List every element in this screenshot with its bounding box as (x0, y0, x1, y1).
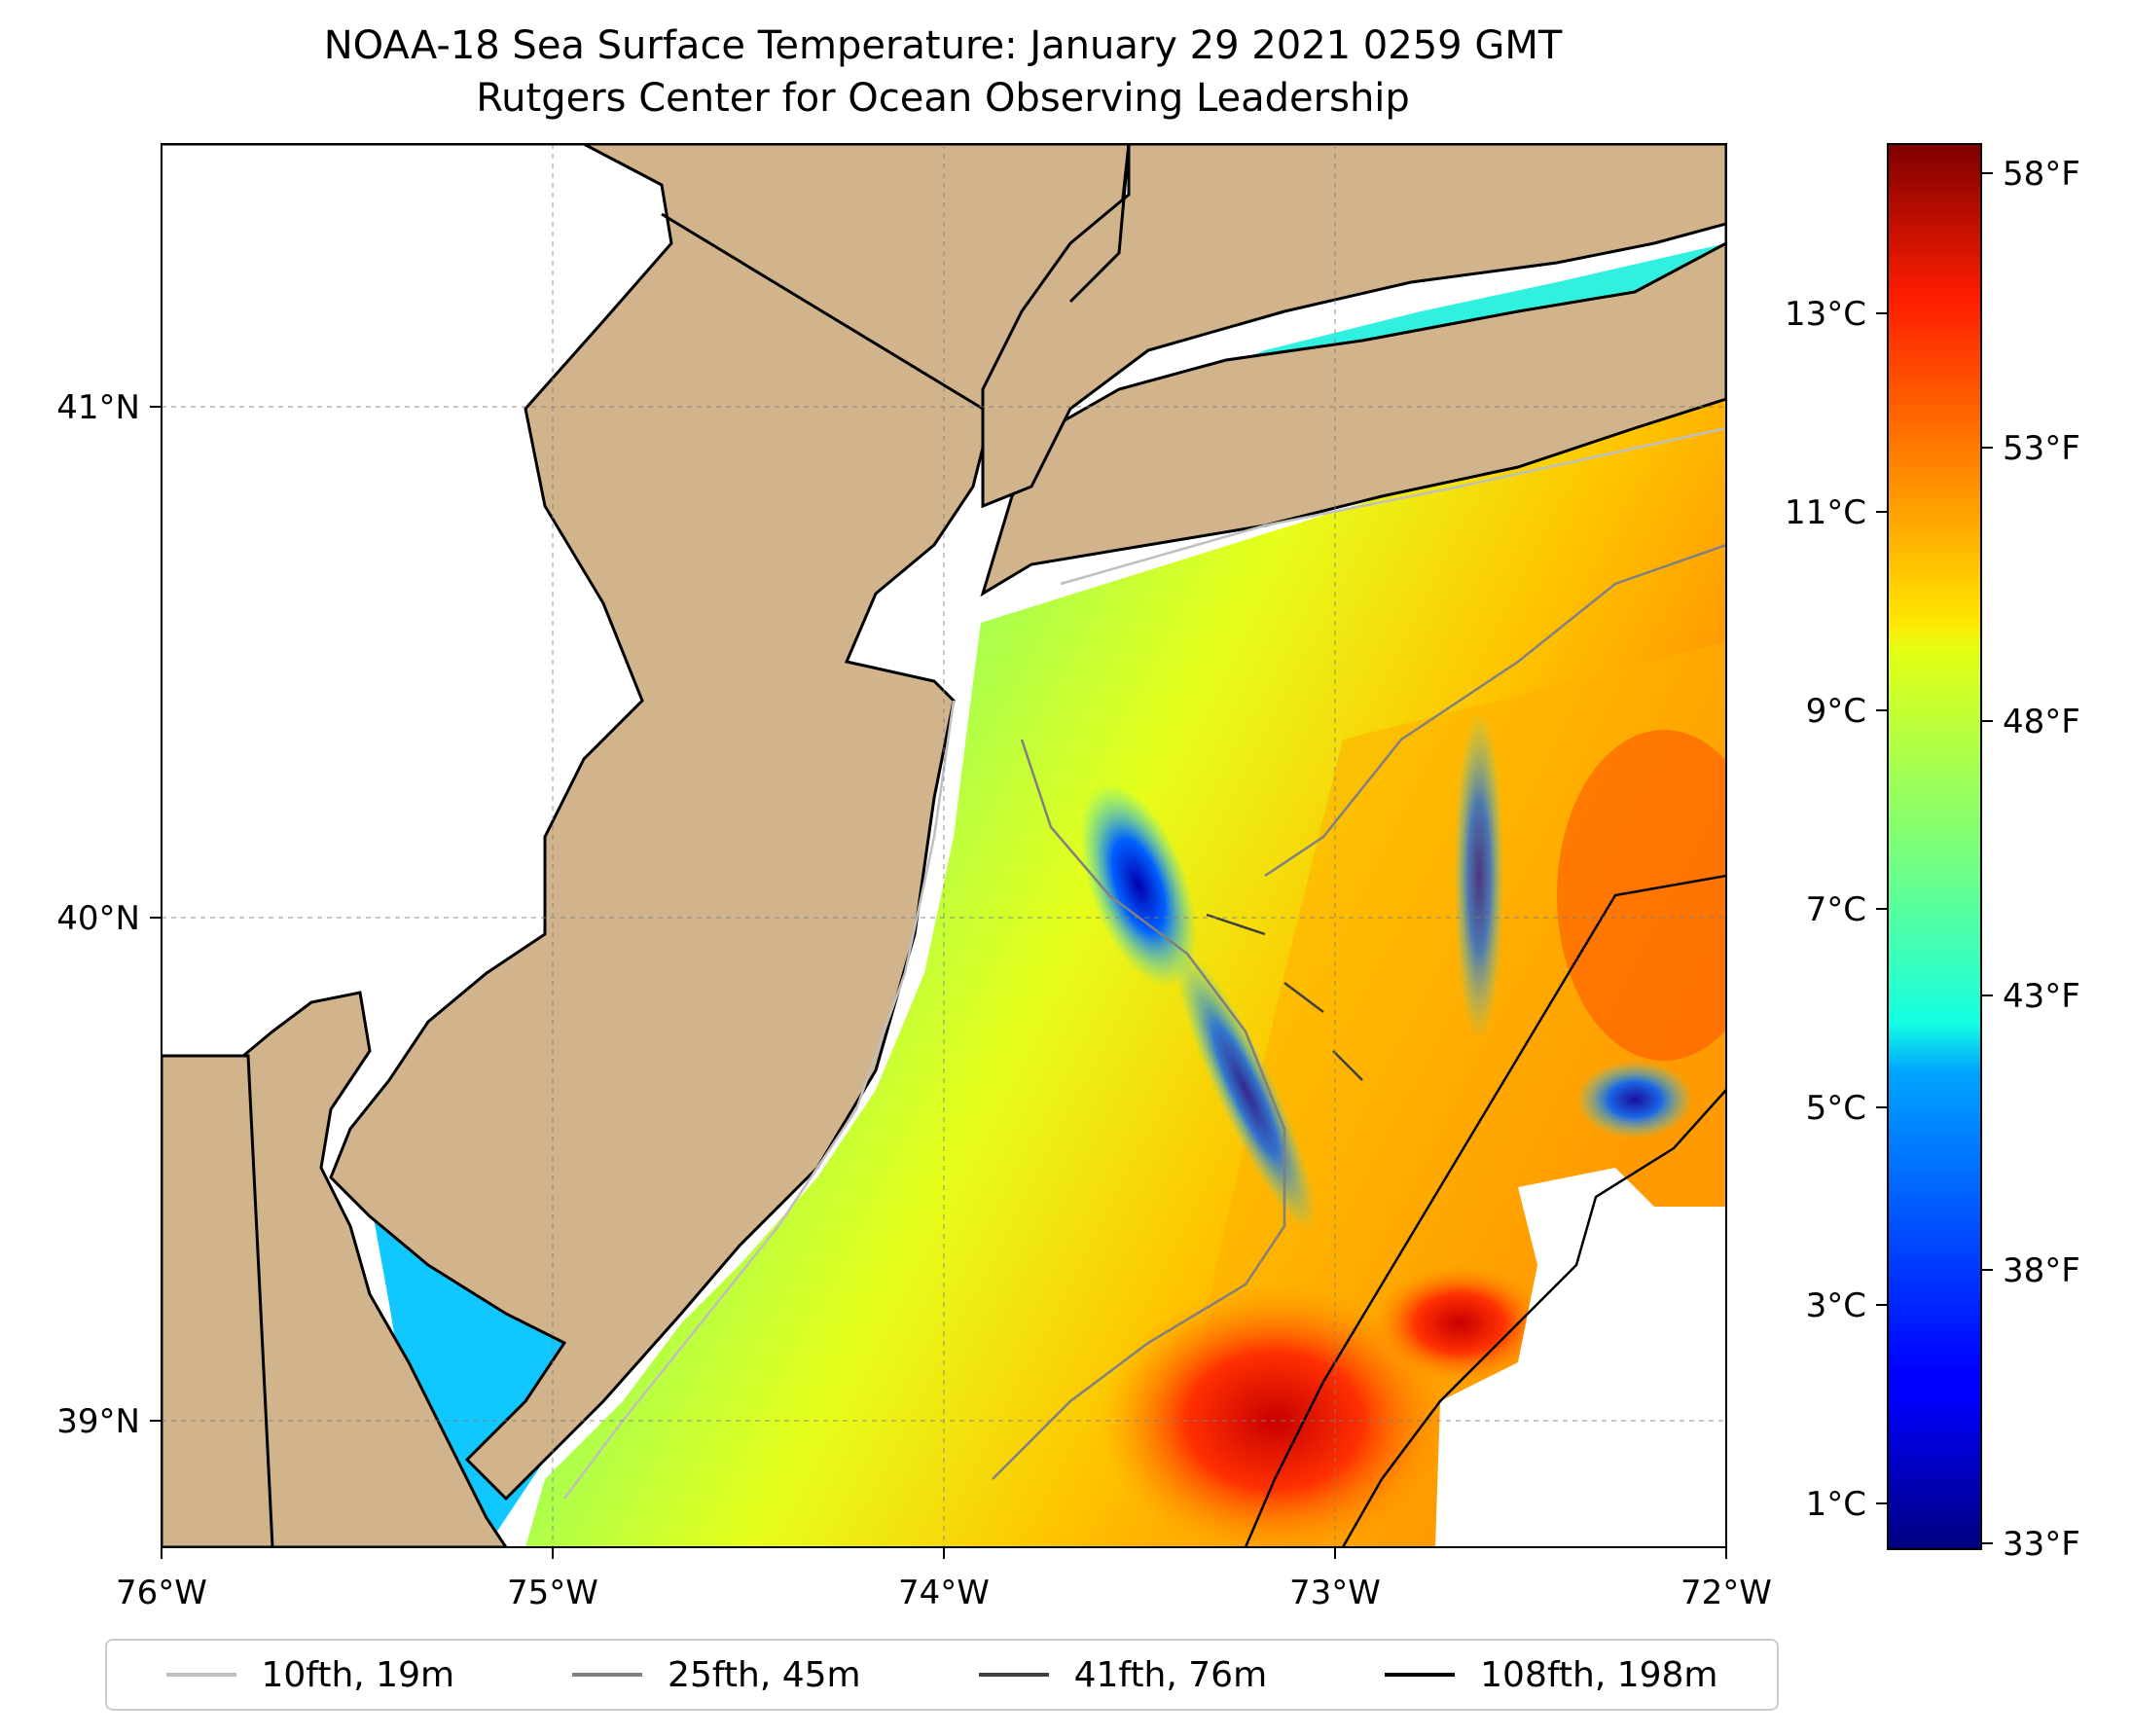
sst-hot-spot (1100, 1284, 1450, 1547)
colorbar (1887, 143, 1982, 1550)
legend-line-swatch (572, 1673, 643, 1677)
celsius-tick-label: 9°C (1806, 692, 1866, 731)
lon-tick-label: 73°W (1289, 1573, 1381, 1612)
celsius-tick-label: 1°C (1806, 1485, 1866, 1524)
legend-entry: 25fth, 45m (572, 1655, 861, 1695)
lon-axis (161, 1547, 1727, 1559)
sst-cold-filament (1174, 948, 1317, 1232)
sst-cold-filament (1454, 710, 1504, 1041)
legend-line-swatch (1385, 1673, 1456, 1677)
isobath-legend: 10fth, 19m 25fth, 45m 41fth, 76m 108fth,… (105, 1639, 1779, 1711)
lon-tick-label: 76°W (116, 1573, 207, 1612)
isobath-108fth (1244, 874, 1726, 1547)
isobath-10fth (563, 426, 1726, 1500)
chart-title: NOAA-18 Sea Surface Temperature: January… (0, 19, 1886, 125)
title-line-2: Rutgers Center for Ocean Observing Leade… (476, 76, 1410, 121)
land-long-island (980, 144, 1726, 597)
lon-tick-label: 75°W (507, 1573, 598, 1612)
legend-label: 41fth, 76m (1073, 1654, 1268, 1695)
sst-cold-filament (1576, 1061, 1693, 1139)
gridlines (162, 144, 1726, 1547)
lat-tick-label: 40°N (56, 899, 140, 938)
fahrenheit-tick-label: 53°F (2003, 429, 2080, 468)
colorbar-celsius-axis (1876, 312, 1888, 1504)
celsius-tick-label: 5°C (1806, 1089, 1866, 1128)
fahrenheit-tick-label: 38°F (2003, 1251, 2080, 1290)
lat-axis (150, 406, 162, 1422)
legend-entry: 10fth, 19m (165, 1654, 455, 1695)
title-line-1: NOAA-18 Sea Surface Temperature: January… (323, 23, 1563, 68)
map-area (162, 144, 1726, 1547)
legend-line-swatch (165, 1673, 236, 1677)
legend-line-swatch (978, 1673, 1049, 1677)
lat-tick-label: 41°N (56, 388, 140, 427)
fahrenheit-tick-label: 43°F (2003, 977, 2080, 1016)
fahrenheit-tick-label: 33°F (2003, 1525, 2080, 1564)
sst-warm-offshore (1557, 730, 1726, 1061)
legend-entry: 41fth, 76m (978, 1654, 1268, 1695)
land-new-jersey-pennsylvania (162, 144, 1131, 1501)
legend-label: 108fth, 198m (1480, 1654, 1718, 1695)
fahrenheit-tick-label: 58°F (2003, 155, 2080, 194)
fahrenheit-tick-label: 48°F (2003, 703, 2080, 741)
celsius-tick-label: 3°C (1806, 1286, 1866, 1325)
celsius-tick-label: 11°C (1785, 493, 1866, 532)
celsius-tick-label: 7°C (1806, 890, 1866, 929)
legend-label: 10fth, 19m (261, 1654, 455, 1695)
state-border (162, 144, 1131, 1547)
cloud-mask (1435, 1168, 1726, 1547)
legend-label: 25fth, 45m (668, 1654, 861, 1695)
legend-entry: 108fth, 198m (1385, 1654, 1718, 1695)
land-delaware (162, 991, 508, 1547)
land-connecticut (981, 144, 1726, 509)
colorbar-fahrenheit-axis (1981, 172, 1993, 1544)
sst-cold-filament (1079, 783, 1198, 988)
lon-tick-label: 74°W (898, 1573, 990, 1612)
lat-tick-label: 39°N (56, 1402, 140, 1441)
isobath-25fth (992, 543, 1726, 1480)
lon-tick-label: 72°W (1680, 1573, 1772, 1612)
sst-hot-spot (1372, 1265, 1547, 1382)
celsius-tick-label: 13°C (1785, 295, 1866, 334)
